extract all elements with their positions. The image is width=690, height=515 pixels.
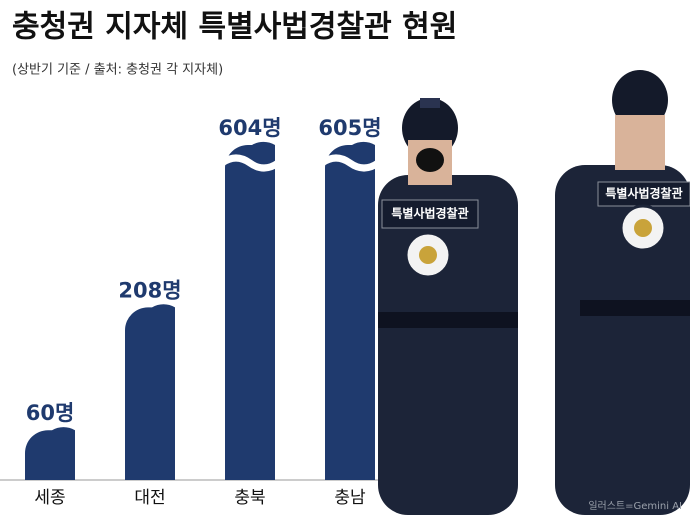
x-tick-label: 충북 <box>234 488 265 508</box>
axis-break <box>219 154 281 172</box>
x-tick-label: 대전 <box>134 488 165 508</box>
x-tick-label: 세종 <box>34 488 65 508</box>
value-label: 208명 <box>118 278 181 302</box>
credit: 일러스트=Gemini AI <box>588 500 682 512</box>
value-label: 60명 <box>26 401 75 425</box>
value-label: 604명 <box>218 116 281 140</box>
bar <box>125 304 175 480</box>
value-label: 605명 <box>318 116 381 140</box>
bar <box>325 141 375 480</box>
bar <box>25 427 75 480</box>
bar <box>225 141 275 480</box>
patch-text: 특별사법경찰관 <box>605 186 682 201</box>
x-tick-label: 충남 <box>334 488 366 508</box>
axis-break <box>319 154 381 172</box>
chart-subtitle: (상반기 기준 / 출처: 충청권 각 지자체) <box>12 63 223 78</box>
patch-text: 특별사법경찰관 <box>391 206 468 221</box>
illustration: 특별사법경찰관 특별사법경찰관 일러스트=Gemini AI <box>378 70 690 515</box>
chart-title: 충청권 지자체 특별사법경찰관 현원 <box>12 10 457 45</box>
